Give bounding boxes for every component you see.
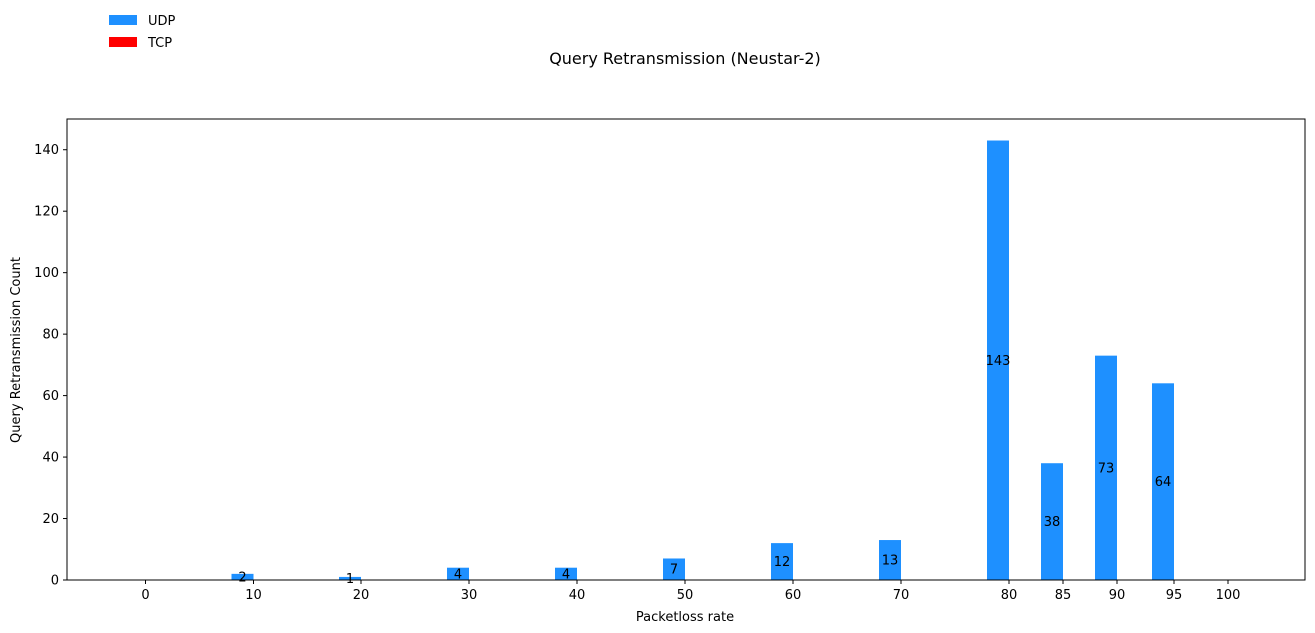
bar-data-label: 64 <box>1155 475 1172 490</box>
legend-label-udp: UDP <box>148 14 176 29</box>
x-tick-label: 20 <box>353 588 370 603</box>
bar-data-label: 7 <box>670 563 678 578</box>
legend-label-tcp: TCP <box>147 36 172 51</box>
bar-data-label: 2 <box>238 570 246 585</box>
x-tick-label: 90 <box>1109 588 1126 603</box>
bar-udp <box>1152 383 1174 580</box>
chart-title: Query Retransmission (Neustar-2) <box>549 49 821 68</box>
x-tick-label: 40 <box>569 588 586 603</box>
y-axis-label: Query Retransmission Count <box>9 257 24 443</box>
x-axis-label: Packetloss rate <box>636 610 734 625</box>
legend-swatch-udp <box>109 15 137 25</box>
x-tick-label: 85 <box>1055 588 1072 603</box>
plot-frame <box>66 118 1306 581</box>
y-tick-label: 0 <box>51 574 59 589</box>
bar-data-label: 38 <box>1044 515 1061 530</box>
bar-udp <box>663 558 685 580</box>
bar-data-label: 4 <box>562 567 570 582</box>
y-tick-label: 40 <box>42 451 59 466</box>
y-tick-label: 120 <box>34 205 59 220</box>
bar-udp <box>987 140 1009 580</box>
bar-data-label: 73 <box>1098 461 1115 476</box>
bar-udp <box>879 540 901 580</box>
bar-data-label: 1 <box>346 572 354 587</box>
bar-udp <box>771 543 793 580</box>
y-tick-label: 80 <box>42 328 59 343</box>
y-tick-label: 100 <box>34 266 59 281</box>
bar-udp <box>447 567 469 580</box>
bar-data-label: 13 <box>882 554 899 569</box>
y-tick-label: 140 <box>34 143 59 158</box>
x-tick-label: 10 <box>245 588 262 603</box>
x-tick-label: 0 <box>141 588 149 603</box>
x-tick-label: 95 <box>1166 588 1183 603</box>
bar-data-label: 12 <box>774 555 791 570</box>
y-tick-label: 60 <box>42 389 59 404</box>
bar-udp <box>339 576 361 580</box>
bar-udp <box>1041 463 1063 580</box>
bar-udp <box>1095 355 1117 580</box>
x-tick-label: 70 <box>893 588 910 603</box>
legend: UDP TCP <box>109 14 176 51</box>
bar-udp <box>231 573 254 580</box>
y-tick-label: 20 <box>42 512 59 527</box>
legend-swatch-tcp <box>109 37 137 47</box>
plot-area: 0 20 40 60 80 100 120 140 0 10 20 30 40 50 60 70 80 85 90 9… <box>34 140 1241 603</box>
x-tick-label: 60 <box>785 588 802 603</box>
x-tick-label: 50 <box>677 588 694 603</box>
bar-data-label: 143 <box>986 354 1011 369</box>
x-tick-label: 100 <box>1216 588 1241 603</box>
x-tick-label: 30 <box>461 588 478 603</box>
bar-data-label: 4 <box>454 567 462 582</box>
bar-udp <box>555 567 577 580</box>
x-tick-label: 80 <box>1001 588 1018 603</box>
